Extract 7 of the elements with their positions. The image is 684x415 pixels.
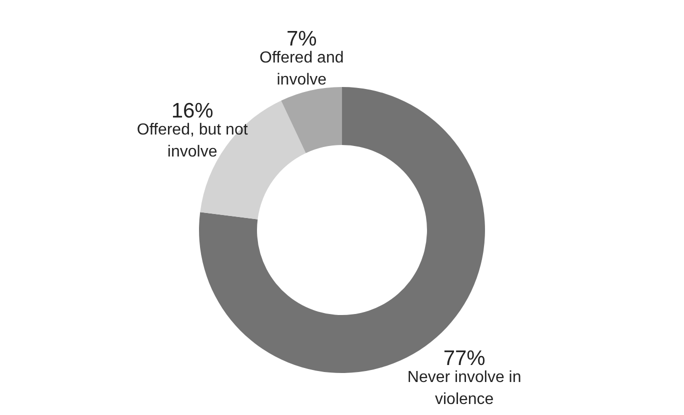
- data-label: 16%: [171, 99, 214, 122]
- data-label: 7%: [286, 27, 317, 50]
- donut-slice: [281, 87, 342, 154]
- slice-label: Offered, but not involve: [136, 121, 248, 160]
- data-label: 77%: [443, 346, 486, 370]
- slice-label: Never involve in violence: [407, 368, 522, 408]
- slice-label: Offered and involve: [260, 49, 344, 88]
